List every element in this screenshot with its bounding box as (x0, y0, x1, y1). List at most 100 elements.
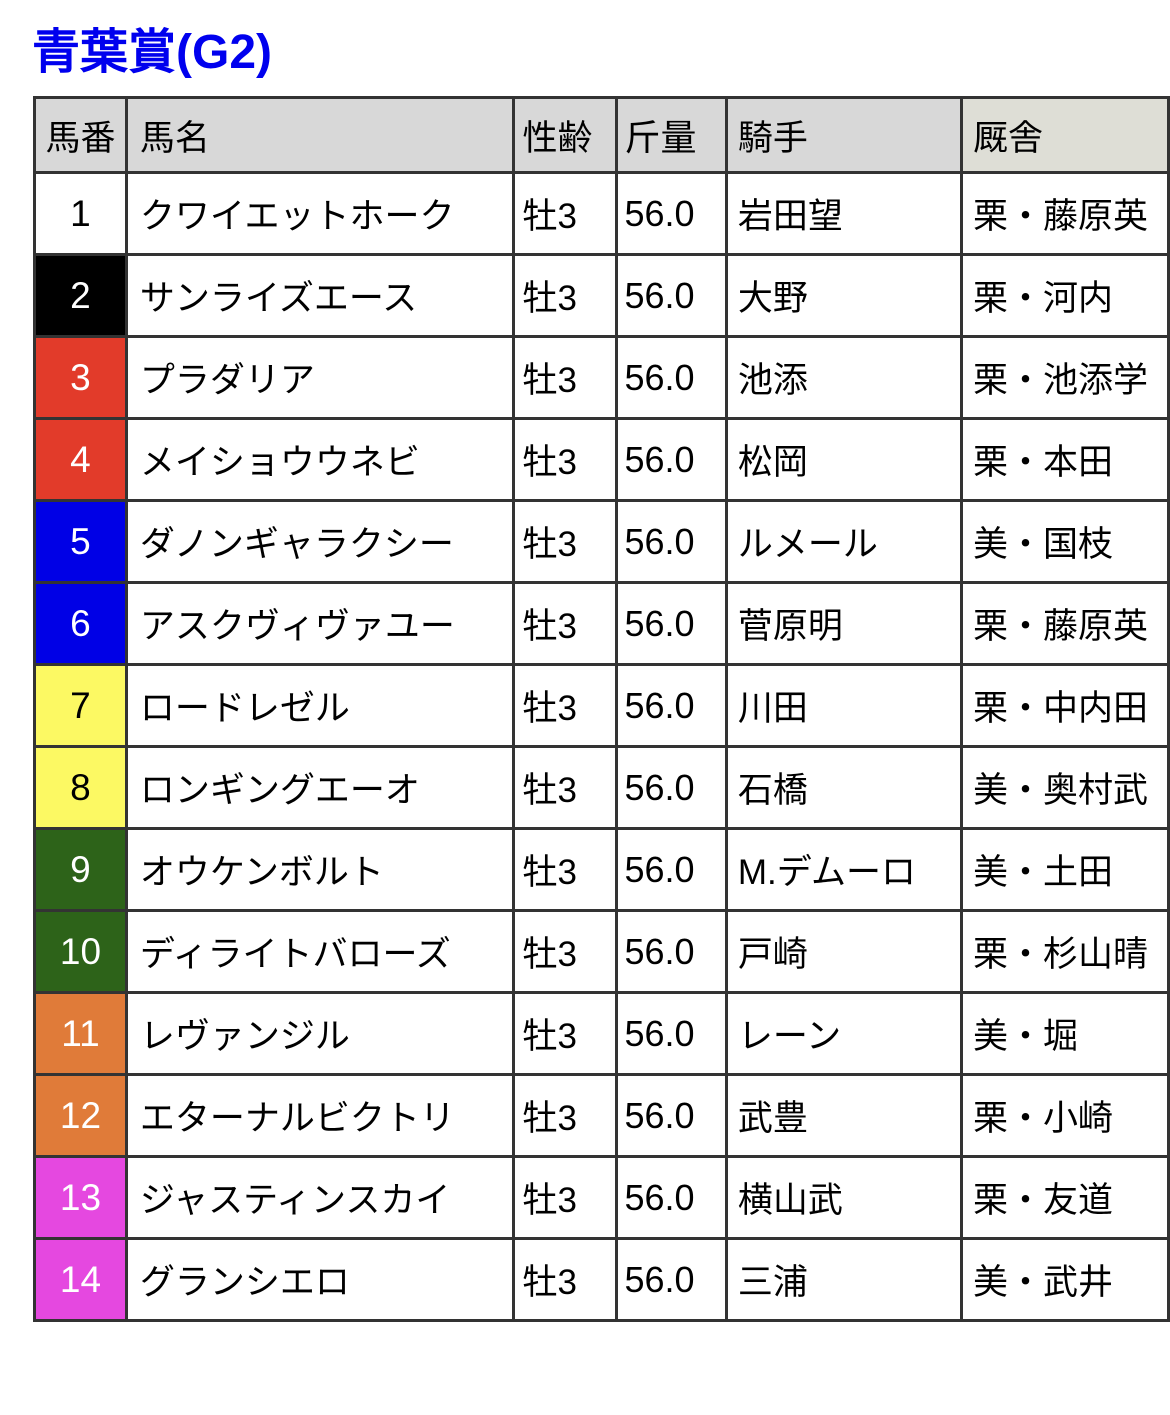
header-horse-number: 馬番 (33, 96, 128, 174)
horse-name-cell: ダノンギャラクシー (124, 499, 515, 584)
table-row: 12 エターナルビクトリ 牡3 56.0 武豊 栗・小崎 (33, 1073, 1170, 1158)
horse-number-cell: 12 (33, 1073, 128, 1158)
horse-number-cell: 7 (33, 663, 128, 748)
sex-age-cell: 牡3 (511, 909, 619, 994)
stable-cell: 栗・本田 (959, 417, 1170, 502)
header-jockey: 騎手 (724, 96, 963, 174)
weight-cell: 56.0 (615, 1073, 728, 1158)
horse-number-cell: 13 (33, 1155, 128, 1240)
table-row: 14 グランシエロ 牡3 56.0 三浦 美・武井 (33, 1237, 1170, 1322)
jockey-cell: 三浦 (724, 1237, 963, 1322)
horse-number-cell: 14 (33, 1237, 128, 1322)
stable-cell: 栗・小崎 (959, 1073, 1170, 1158)
sex-age-cell: 牡3 (511, 417, 619, 502)
horse-number-cell: 3 (33, 335, 128, 420)
table-row: 4 メイショウウネビ 牡3 56.0 松岡 栗・本田 (33, 417, 1170, 502)
horse-name-cell: ディライトバローズ (124, 909, 515, 994)
page-title: 青葉賞(G2) (32, 26, 273, 79)
stable-cell: 栗・藤原英 (959, 171, 1170, 256)
stable-cell: 栗・池添学 (959, 335, 1170, 420)
race-card-page: 青葉賞(G2) 馬番 馬名 性齢 斤量 騎手 厩舎 1 クワイエットホーク 牡3… (0, 12, 1170, 1322)
jockey-cell: 武豊 (724, 1073, 963, 1158)
stable-cell: 美・堀 (959, 991, 1170, 1076)
horse-name-cell: メイショウウネビ (124, 417, 515, 502)
header-stable: 厩舎 (959, 96, 1170, 174)
horse-name-cell: ロンギングエーオ (124, 745, 515, 830)
jockey-cell: 大野 (724, 253, 963, 338)
jockey-cell: 菅原明 (724, 581, 963, 666)
horse-number-cell: 6 (33, 581, 128, 666)
weight-cell: 56.0 (615, 1155, 728, 1240)
horse-number-cell: 1 (33, 171, 128, 256)
sex-age-cell: 牡3 (511, 1237, 619, 1322)
horse-number-cell: 2 (33, 253, 128, 338)
horse-name-cell: サンライズエース (124, 253, 515, 338)
table-row: 9 オウケンボルト 牡3 56.0 M.デムーロ 美・土田 (33, 827, 1170, 912)
stable-cell: 栗・友道 (959, 1155, 1170, 1240)
horse-name-cell: オウケンボルト (124, 827, 515, 912)
race-entry-table: 馬番 馬名 性齢 斤量 騎手 厩舎 1 クワイエットホーク 牡3 56.0 岩田… (33, 96, 1170, 1322)
stable-cell: 栗・藤原英 (959, 581, 1170, 666)
horse-number-cell: 4 (33, 417, 128, 502)
jockey-cell: 池添 (724, 335, 963, 420)
stable-cell: 美・土田 (959, 827, 1170, 912)
horse-name-cell: ジャスティンスカイ (124, 1155, 515, 1240)
horse-name-cell: グランシエロ (124, 1237, 515, 1322)
weight-cell: 56.0 (615, 991, 728, 1076)
sex-age-cell: 牡3 (511, 745, 619, 830)
table-header: 馬番 馬名 性齢 斤量 騎手 厩舎 (33, 96, 1170, 174)
weight-cell: 56.0 (615, 827, 728, 912)
weight-cell: 56.0 (615, 909, 728, 994)
header-row: 馬番 馬名 性齢 斤量 騎手 厩舎 (33, 96, 1170, 174)
table-row: 1 クワイエットホーク 牡3 56.0 岩田望 栗・藤原英 (33, 171, 1170, 256)
weight-cell: 56.0 (615, 581, 728, 666)
jockey-cell: 石橋 (724, 745, 963, 830)
stable-cell: 美・武井 (959, 1237, 1170, 1322)
horse-number-cell: 10 (33, 909, 128, 994)
stable-cell: 美・奥村武 (959, 745, 1170, 830)
weight-cell: 56.0 (615, 417, 728, 502)
header-horse-name: 馬名 (124, 96, 515, 174)
table-row: 11 レヴァンジル 牡3 56.0 レーン 美・堀 (33, 991, 1170, 1076)
sex-age-cell: 牡3 (511, 663, 619, 748)
sex-age-cell: 牡3 (511, 827, 619, 912)
sex-age-cell: 牡3 (511, 1155, 619, 1240)
stable-cell: 美・国枝 (959, 499, 1170, 584)
horse-name-cell: レヴァンジル (124, 991, 515, 1076)
weight-cell: 56.0 (615, 253, 728, 338)
weight-cell: 56.0 (615, 1237, 728, 1322)
horse-name-cell: プラダリア (124, 335, 515, 420)
weight-cell: 56.0 (615, 171, 728, 256)
horse-number-cell: 8 (33, 745, 128, 830)
table-row: 6 アスクヴィヴァユー 牡3 56.0 菅原明 栗・藤原英 (33, 581, 1170, 666)
table-body: 1 クワイエットホーク 牡3 56.0 岩田望 栗・藤原英 2 サンライズエース… (33, 171, 1170, 1322)
stable-cell: 栗・中内田 (959, 663, 1170, 748)
weight-cell: 56.0 (615, 335, 728, 420)
sex-age-cell: 牡3 (511, 991, 619, 1076)
table-row: 10 ディライトバローズ 牡3 56.0 戸崎 栗・杉山晴 (33, 909, 1170, 994)
jockey-cell: M.デムーロ (724, 827, 963, 912)
jockey-cell: 岩田望 (724, 171, 963, 256)
horse-name-cell: エターナルビクトリ (124, 1073, 515, 1158)
table-row: 7 ロードレゼル 牡3 56.0 川田 栗・中内田 (33, 663, 1170, 748)
weight-cell: 56.0 (615, 745, 728, 830)
stable-cell: 栗・河内 (959, 253, 1170, 338)
table-row: 8 ロンギングエーオ 牡3 56.0 石橋 美・奥村武 (33, 745, 1170, 830)
stable-cell: 栗・杉山晴 (959, 909, 1170, 994)
jockey-cell: ルメール (724, 499, 963, 584)
weight-cell: 56.0 (615, 663, 728, 748)
jockey-cell: レーン (724, 991, 963, 1076)
table-row: 3 プラダリア 牡3 56.0 池添 栗・池添学 (33, 335, 1170, 420)
sex-age-cell: 牡3 (511, 335, 619, 420)
horse-number-cell: 11 (33, 991, 128, 1076)
header-weight: 斤量 (615, 96, 728, 174)
sex-age-cell: 牡3 (511, 581, 619, 666)
table-row: 5 ダノンギャラクシー 牡3 56.0 ルメール 美・国枝 (33, 499, 1170, 584)
horse-name-cell: アスクヴィヴァユー (124, 581, 515, 666)
header-sex-age: 性齢 (511, 96, 619, 174)
jockey-cell: 横山武 (724, 1155, 963, 1240)
horse-name-cell: ロードレゼル (124, 663, 515, 748)
sex-age-cell: 牡3 (511, 171, 619, 256)
horse-name-cell: クワイエットホーク (124, 171, 515, 256)
sex-age-cell: 牡3 (511, 253, 619, 338)
